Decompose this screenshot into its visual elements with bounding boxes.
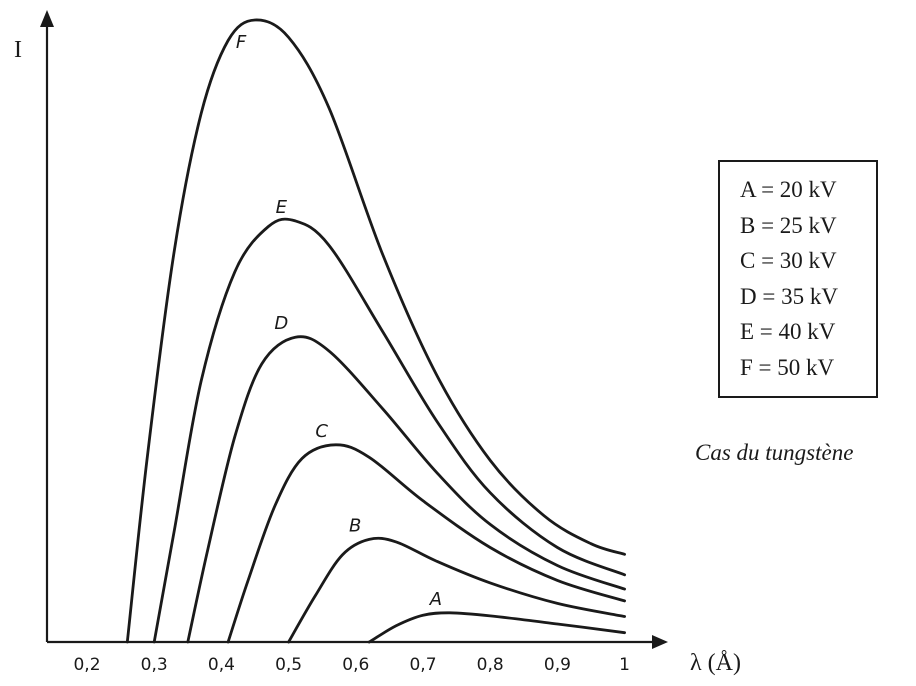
chart-caption: Cas du tungstène: [695, 440, 853, 466]
legend-item: A = 20 kV: [740, 172, 876, 208]
axes: I λ (Å): [14, 10, 741, 676]
x-axis-label: λ (Å): [690, 650, 741, 676]
legend-item: F = 50 kV: [740, 350, 876, 386]
curve-label-b: B: [349, 515, 361, 536]
curves: [127, 20, 624, 642]
x-tick-label: 0,2: [73, 655, 100, 675]
y-axis-label: I: [14, 37, 22, 63]
x-tick-label: 0,9: [544, 655, 571, 675]
curve-c: [228, 445, 624, 642]
curve-d: [188, 337, 625, 642]
curve-label-c: C: [315, 421, 328, 442]
curve-label-e: E: [276, 197, 288, 218]
legend-item: C = 30 kV: [740, 243, 876, 279]
y-axis-arrowhead: [40, 10, 54, 27]
curve-label-a: A: [429, 589, 442, 610]
legend-item: B = 25 kV: [740, 208, 876, 244]
x-tick-label: 0,4: [208, 655, 235, 675]
x-axis-arrowhead: [652, 635, 668, 649]
curve-label-f: F: [236, 32, 247, 53]
curve-f: [127, 20, 624, 642]
x-tick-label: 1: [619, 655, 630, 675]
x-tick-labels: 0,2 0,3 0,4 0,5 0,6 0,7 0,8 0,9 1: [73, 655, 630, 675]
x-tick-label: 0,3: [141, 655, 168, 675]
curve-label-d: D: [274, 313, 288, 334]
legend-item: E = 40 kV: [740, 314, 876, 350]
x-tick-label: 0,8: [477, 655, 504, 675]
legend-item: D = 35 kV: [740, 279, 876, 315]
curve-a: [369, 613, 624, 642]
x-tick-label: 0,5: [275, 655, 302, 675]
x-tick-label: 0,6: [342, 655, 369, 675]
legend: A = 20 kV B = 25 kV C = 30 kV D = 35 kV E = …: [718, 160, 878, 398]
x-tick-label: 0,7: [409, 655, 436, 675]
